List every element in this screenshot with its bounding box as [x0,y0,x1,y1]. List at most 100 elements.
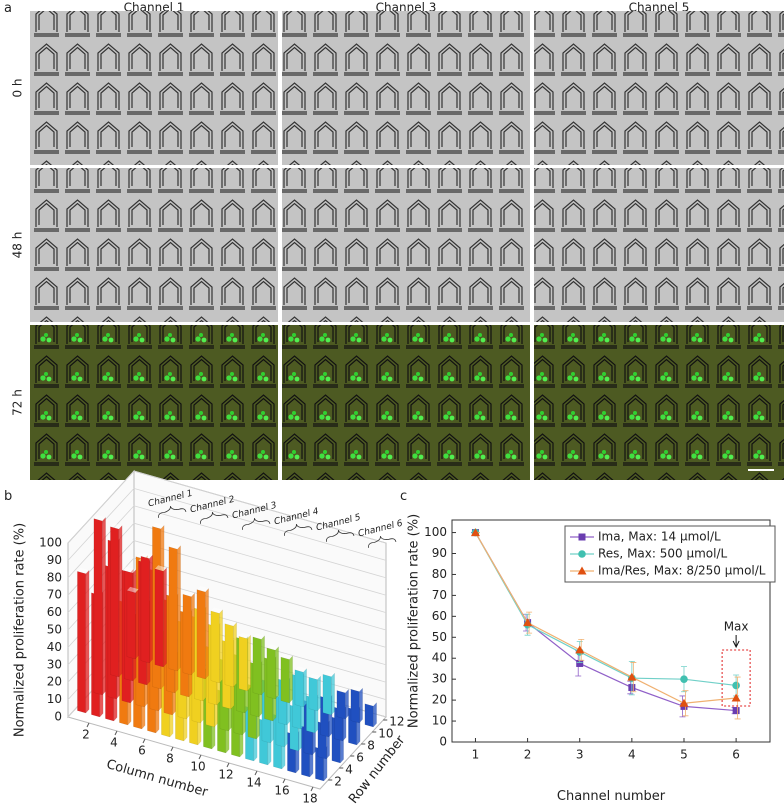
z-tick-label: 100 [39,536,62,550]
bar-side [163,567,167,668]
row-label: 72 h [11,389,25,416]
bar [154,568,164,668]
bar-top [238,632,251,639]
x-tick-label: 2 [524,748,532,762]
bar-top [168,543,181,550]
y-tick-label: 20 [432,693,447,707]
y-tick-label: 70 [432,588,447,602]
legend-label: Ima/Res, Max: 8/250 μmol/L [598,564,766,578]
marker [732,707,740,715]
y-tick-label: 80 [432,567,447,581]
group-brace [200,511,229,524]
bar-top [121,566,134,573]
marker [578,533,586,541]
bar-side [289,655,293,704]
bar-top [126,586,139,593]
bar-top [308,673,321,680]
bar-top [152,522,165,529]
marker [523,618,533,627]
bar-side [149,554,153,664]
group-brace [368,535,397,548]
marker [731,693,741,702]
bar [364,703,374,728]
bar-side [118,525,123,678]
bar-top [196,586,209,592]
y-tick-label: 10 [378,727,393,741]
bar-top [350,685,363,692]
x-tick-label: 10 [190,760,205,774]
bar-top [364,700,377,707]
marker [679,698,689,707]
z-tick-label: 80 [47,570,62,584]
group-brace [326,529,355,542]
y-tick-label: 40 [432,651,447,665]
group-brace [158,505,187,518]
bar-top [322,670,335,677]
grid-line [67,470,387,544]
bar-side [135,588,139,660]
panel-a: a Channel 1 Channel 3 Channel 50 h48 h72 h [4,1,784,480]
bar [140,556,150,664]
bar-top [93,515,106,521]
grid-line [67,487,387,561]
x-tick-label: 6 [138,744,146,758]
bar-top [336,686,349,693]
bar-side [261,635,265,696]
z-tick-label: 50 [47,623,62,637]
bar-side [373,702,377,728]
y-tick-label: 4 [345,763,353,777]
micrograph [534,168,784,322]
x-tick-label: 2 [82,728,90,742]
x-tick-label: 8 [166,752,174,766]
grid-line [67,522,387,596]
z-tick-label: 40 [47,640,62,654]
y-tick-label: 50 [432,630,447,644]
x-tick-label: 14 [246,776,261,790]
bar-top [252,633,265,640]
micrograph [30,325,278,480]
legend: Ima, Max: 14 μmol/L Res, Max: 500 μmol/L I… [564,525,776,583]
panel-label: c [400,489,407,504]
y-tick-label: 12 [389,715,404,729]
bar [168,546,178,672]
marker [680,675,688,683]
annotation: Max [724,620,749,634]
micrograph [534,325,784,480]
group-brace [284,523,313,536]
x-tick-label: 4 [628,748,636,762]
bar-top [140,552,153,559]
x-tick [142,738,146,744]
bar-top [224,620,237,627]
marker [470,528,480,537]
bar-side [191,592,195,676]
bar [182,594,192,676]
bar-top [294,666,307,673]
bar [77,571,86,714]
bar [126,590,136,660]
micrograph [282,168,530,322]
micrograph [534,11,784,165]
marker [578,550,586,558]
x-tick-label: 12 [218,768,233,782]
z-tick-label: 90 [47,553,62,567]
legend-label: Res, Max: 500 μmol/L [598,547,727,561]
z-tick-label: 0 [54,710,62,724]
y-tick-label: 8 [367,739,375,753]
grid-line [67,557,387,631]
panel-c: c 0 10 20 30 40 50 60 70 80 90 100 1 2 3 4 5 6 Channel num… [400,489,776,804]
bar [294,669,304,708]
z-tick-label: 20 [47,675,62,689]
marker [576,659,584,667]
bar [196,589,206,680]
panel-label: b [4,489,12,504]
y-tick-label: 2 [334,775,342,789]
x-tick [310,786,314,792]
x-tick [226,762,230,768]
bar-side [275,646,279,700]
bar-side [247,634,251,692]
bar-top [124,567,137,574]
row-label: 0 h [11,78,25,97]
legend-label: Ima, Max: 14 μmol/L [598,530,721,544]
x-tick-label: 6 [732,748,740,762]
bar-side [177,545,181,672]
